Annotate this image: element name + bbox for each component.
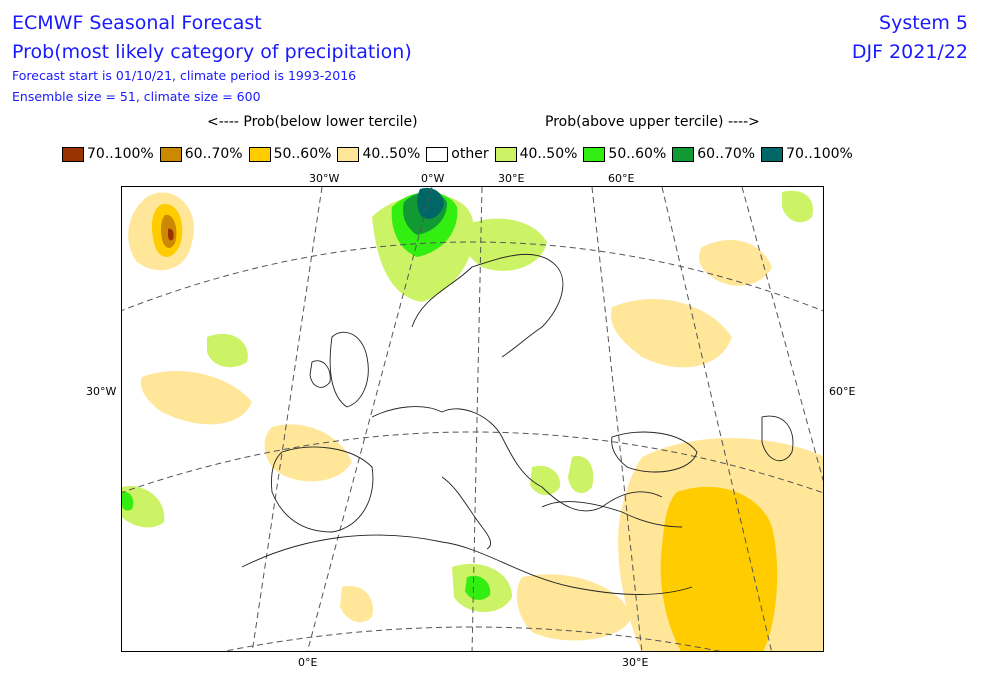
lon-label-right-60e: 60°E <box>829 385 856 398</box>
shade-below-40-50 <box>340 586 373 623</box>
shade-below-70-100 <box>168 228 174 241</box>
shade-below-50-60 <box>660 486 778 651</box>
legend-item-above-50-60: 50..60% <box>583 146 666 162</box>
lon-label-top-60e: 60°E <box>608 172 635 185</box>
legend-label: 60..70% <box>184 146 243 162</box>
shade-above-50-60 <box>465 575 491 600</box>
chart-subtitle: Prob(most likely category of precipitati… <box>12 41 412 63</box>
legend-swatch <box>761 146 784 162</box>
legend-label: other <box>451 146 489 162</box>
lon-label-bottom-30e: 30°E <box>622 656 649 669</box>
coastline-caspian <box>761 415 794 462</box>
legend-label: 70..100% <box>87 146 154 162</box>
shade-above-50-60 <box>122 491 134 511</box>
legend-item-above-40-50: 40..50% <box>494 146 578 162</box>
shade-above-40-50 <box>530 465 561 496</box>
coastline-ireland <box>309 360 331 388</box>
legend-above-header: Prob(above upper tercile) ----> <box>545 114 760 130</box>
coastline-iberia <box>271 446 374 533</box>
meridian-line <box>251 187 323 651</box>
legend-item-above-60-70: 60..70% <box>672 146 755 162</box>
shade-above-40-50 <box>207 333 248 368</box>
coastline-north-africa <box>241 534 693 595</box>
above-tercile-areas <box>122 187 813 612</box>
shade-above-40-50 <box>782 190 813 223</box>
legend-swatch <box>672 146 695 162</box>
ensemble-info: Ensemble size = 51, climate size = 600 <box>12 89 261 104</box>
lon-label-left-30w: 30°W <box>86 385 117 398</box>
legend-swatch <box>159 146 182 162</box>
below-tercile-areas <box>128 192 823 651</box>
legend-item-below-40-50: 40..50% <box>337 146 420 162</box>
shade-below-40-50 <box>516 574 632 641</box>
legend-swatch <box>62 146 84 162</box>
coastline-uk <box>329 331 369 408</box>
legend-label: 60..70% <box>697 146 756 162</box>
system-label: System 5 <box>879 12 968 34</box>
shade-below-40-50 <box>140 371 252 425</box>
legend-swatch <box>583 146 606 162</box>
parallel-line <box>122 241 823 312</box>
coastline-continent <box>371 406 663 512</box>
graticule <box>122 187 823 651</box>
shade-below-40-50 <box>264 424 352 482</box>
legend-below-header: <---- Prob(below lower tercile) <box>207 114 418 130</box>
lon-label-bottom-0e: 0°E <box>298 656 318 669</box>
legend-item-above-70-100: 70..100% <box>761 146 853 162</box>
shade-below-40-50 <box>699 239 772 286</box>
legend-swatch <box>426 146 449 162</box>
legend-label: 40..50% <box>362 146 421 162</box>
shade-above-40-50 <box>568 456 594 494</box>
map-canvas <box>122 187 823 651</box>
shade-above-70-100 <box>417 187 444 219</box>
coastline-scandinavia <box>411 253 564 358</box>
parallel-line <box>122 431 823 494</box>
coastline-black-sea <box>611 431 698 473</box>
season-label: DJF 2021/22 <box>851 41 968 63</box>
coastline-greece-turkey <box>541 501 683 528</box>
lon-label-top-30e: 30°E <box>498 172 525 185</box>
legend-swatch <box>337 146 360 162</box>
legend-item-below-70-100: 70..100% <box>62 146 154 162</box>
meridian-line <box>471 187 483 651</box>
legend: 70..100% 60..70% 50..60% 40..50% other 4… <box>62 146 859 162</box>
legend-swatch <box>494 146 517 162</box>
meridian-line <box>741 187 823 482</box>
coastlines <box>241 253 794 595</box>
coastline-italy <box>441 476 492 550</box>
shade-above-40-50 <box>122 486 165 528</box>
meridian-line <box>307 187 433 651</box>
legend-item-below-60-70: 60..70% <box>159 146 243 162</box>
legend-item-below-50-60: 50..60% <box>248 146 332 162</box>
legend-item-other: other <box>426 146 489 162</box>
page-title: ECMWF Seasonal Forecast <box>12 12 262 34</box>
shade-above-40-50 <box>460 218 547 271</box>
forecast-map <box>121 186 824 652</box>
lon-label-top-0w: 0°W <box>421 172 445 185</box>
lon-label-top-30w: 30°W <box>309 172 340 185</box>
legend-label: 70..100% <box>786 146 853 162</box>
legend-label: 50..60% <box>608 146 667 162</box>
legend-label: 40..50% <box>519 146 578 162</box>
legend-label: 50..60% <box>273 146 332 162</box>
forecast-info: Forecast start is 01/10/21, climate peri… <box>12 68 357 83</box>
legend-swatch <box>248 146 271 162</box>
shade-below-40-50 <box>611 298 732 368</box>
meridian-line <box>591 187 643 651</box>
